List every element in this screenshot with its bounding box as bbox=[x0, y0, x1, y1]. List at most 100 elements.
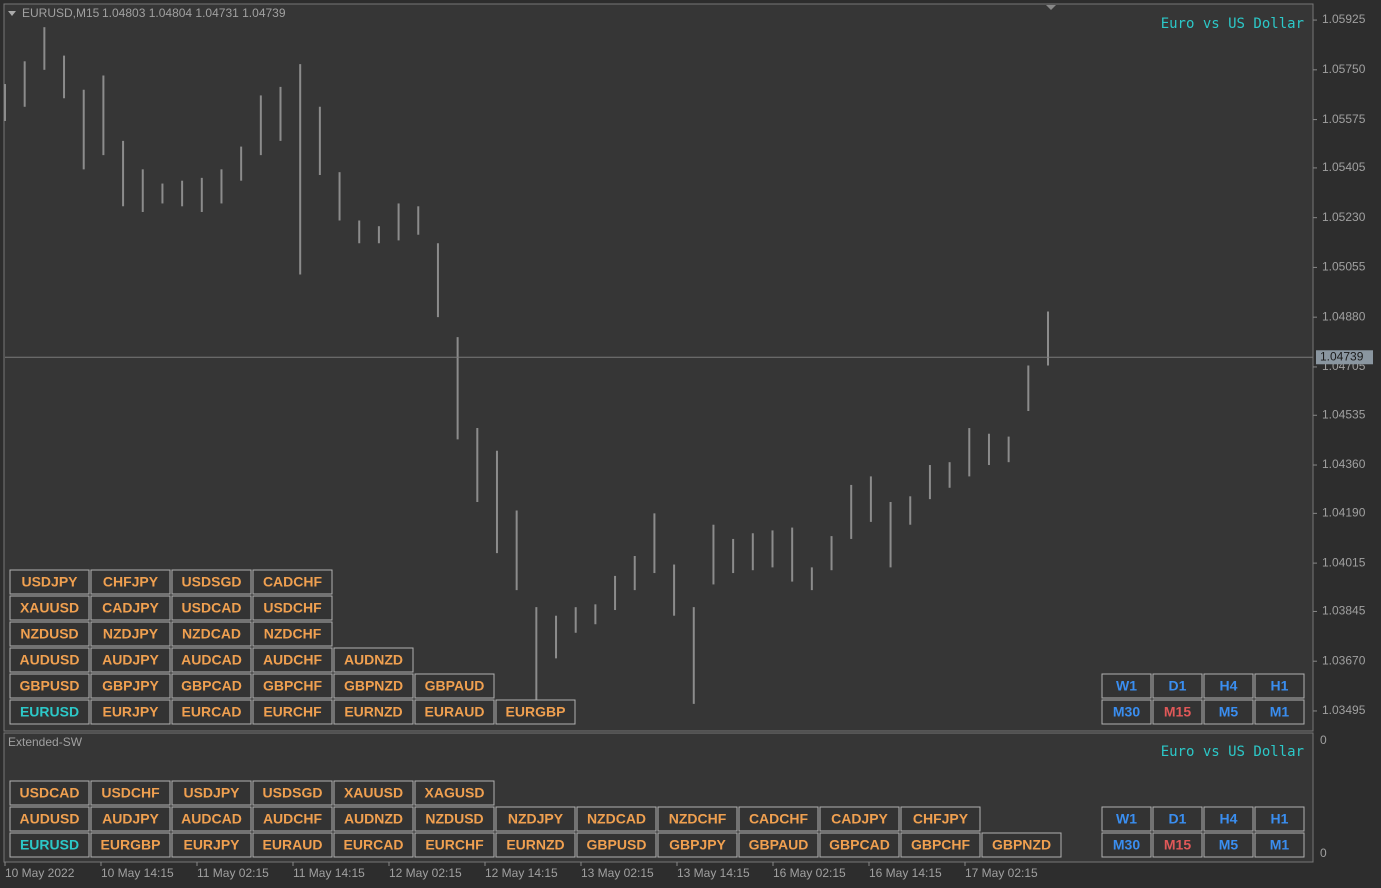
symbol-button-label[interactable]: EURGBP bbox=[506, 704, 566, 720]
timeframe-button[interactable] bbox=[1203, 806, 1254, 832]
symbol-button-label[interactable]: CADJPY bbox=[831, 811, 888, 827]
symbol-button[interactable] bbox=[171, 699, 252, 725]
symbol-button-label[interactable]: GBPAUD bbox=[749, 837, 809, 853]
symbol-button-label[interactable]: EURCHF bbox=[425, 837, 484, 853]
symbol-button-label[interactable]: USDSGD bbox=[182, 574, 242, 590]
timeframe-button-label[interactable]: W1 bbox=[1116, 678, 1137, 694]
timeframe-button[interactable] bbox=[1203, 832, 1254, 858]
timeframe-button[interactable] bbox=[1152, 673, 1203, 699]
menu-arrow[interactable] bbox=[8, 11, 16, 16]
symbol-button[interactable] bbox=[333, 780, 414, 806]
symbol-button[interactable] bbox=[252, 780, 333, 806]
symbol-button[interactable] bbox=[90, 621, 171, 647]
symbol-button-label[interactable]: NZDCAD bbox=[182, 626, 241, 642]
symbol-button[interactable] bbox=[171, 595, 252, 621]
symbol-button-label[interactable]: CHFJPY bbox=[913, 811, 969, 827]
symbol-button-label[interactable]: GBPCAD bbox=[181, 678, 242, 694]
timeframe-button[interactable] bbox=[1101, 673, 1152, 699]
symbol-button-label[interactable]: CADJPY bbox=[102, 600, 159, 616]
symbol-button-label[interactable]: NZDCHF bbox=[669, 811, 727, 827]
timeframe-button[interactable] bbox=[1152, 699, 1203, 725]
symbol-button-label[interactable]: XAUUSD bbox=[20, 600, 79, 616]
timeframe-button[interactable] bbox=[1254, 806, 1305, 832]
symbol-button-label[interactable]: GBPNZD bbox=[344, 678, 403, 694]
symbol-button[interactable] bbox=[495, 832, 576, 858]
symbol-button-label[interactable]: GBPAUD bbox=[425, 678, 485, 694]
symbol-button[interactable] bbox=[9, 647, 90, 673]
symbol-button[interactable] bbox=[252, 647, 333, 673]
symbol-button-label[interactable]: NZDJPY bbox=[103, 626, 159, 642]
symbol-button-label[interactable]: AUDCAD bbox=[181, 811, 242, 827]
symbol-button[interactable] bbox=[738, 832, 819, 858]
symbol-button[interactable] bbox=[9, 699, 90, 725]
symbol-button-label[interactable]: XAUUSD bbox=[344, 785, 403, 801]
symbol-button[interactable] bbox=[900, 806, 981, 832]
symbol-button[interactable] bbox=[252, 806, 333, 832]
symbol-button[interactable] bbox=[90, 595, 171, 621]
symbol-button[interactable] bbox=[9, 621, 90, 647]
symbol-button[interactable] bbox=[333, 673, 414, 699]
symbol-button[interactable] bbox=[9, 806, 90, 832]
symbol-button-label[interactable]: USDCHF bbox=[101, 785, 160, 801]
symbol-button[interactable] bbox=[90, 806, 171, 832]
symbol-button[interactable] bbox=[657, 806, 738, 832]
symbol-button[interactable] bbox=[900, 832, 981, 858]
symbol-button-label[interactable]: AUDCHF bbox=[263, 811, 323, 827]
symbol-button-label[interactable]: EURJPY bbox=[183, 837, 240, 853]
timeframe-button-label[interactable]: W1 bbox=[1116, 811, 1137, 827]
symbol-button[interactable] bbox=[9, 595, 90, 621]
timeframe-button[interactable] bbox=[1203, 673, 1254, 699]
symbol-button-label[interactable]: EURCHF bbox=[263, 704, 322, 720]
symbol-button[interactable] bbox=[738, 806, 819, 832]
symbol-button[interactable] bbox=[9, 569, 90, 595]
symbol-button-label[interactable]: AUDJPY bbox=[102, 652, 159, 668]
symbol-button-label[interactable]: USDSGD bbox=[263, 785, 323, 801]
symbol-button-label[interactable]: EURJPY bbox=[102, 704, 159, 720]
symbol-button-label[interactable]: NZDCAD bbox=[587, 811, 646, 827]
symbol-button[interactable] bbox=[252, 832, 333, 858]
symbol-button-label[interactable]: GBPNZD bbox=[992, 837, 1051, 853]
symbol-button[interactable] bbox=[90, 647, 171, 673]
timeframe-button[interactable] bbox=[1101, 806, 1152, 832]
symbol-button[interactable] bbox=[495, 699, 576, 725]
timeframe-button[interactable] bbox=[1203, 699, 1254, 725]
symbol-button-label[interactable]: NZDUSD bbox=[425, 811, 483, 827]
symbol-button[interactable] bbox=[252, 673, 333, 699]
timeframe-button-label[interactable]: D1 bbox=[1169, 811, 1187, 827]
timeframe-button-label[interactable]: M15 bbox=[1164, 704, 1191, 720]
symbol-button[interactable] bbox=[414, 806, 495, 832]
symbol-button-label[interactable]: NZDUSD bbox=[20, 626, 78, 642]
symbol-button-label[interactable]: XAGUSD bbox=[425, 785, 485, 801]
symbol-button[interactable] bbox=[171, 621, 252, 647]
symbol-button[interactable] bbox=[252, 595, 333, 621]
symbol-button[interactable] bbox=[171, 673, 252, 699]
timeframe-button[interactable] bbox=[1254, 832, 1305, 858]
symbol-button[interactable] bbox=[90, 832, 171, 858]
symbol-button[interactable] bbox=[252, 699, 333, 725]
symbol-button[interactable] bbox=[414, 832, 495, 858]
symbol-button-label[interactable]: EURUSD bbox=[20, 837, 79, 853]
symbol-button[interactable] bbox=[819, 806, 900, 832]
symbol-button[interactable] bbox=[414, 699, 495, 725]
symbol-button[interactable] bbox=[252, 621, 333, 647]
symbol-button-label[interactable]: GBPCHF bbox=[911, 837, 971, 853]
symbol-button[interactable] bbox=[576, 806, 657, 832]
timeframe-button-label[interactable]: H4 bbox=[1220, 811, 1238, 827]
symbol-button[interactable] bbox=[9, 832, 90, 858]
symbol-button[interactable] bbox=[414, 780, 495, 806]
timeframe-button-label[interactable]: M5 bbox=[1219, 837, 1239, 853]
symbol-button-label[interactable]: AUDUSD bbox=[20, 652, 80, 668]
timeframe-button-label[interactable]: M30 bbox=[1113, 704, 1140, 720]
timeframe-button[interactable] bbox=[1101, 832, 1152, 858]
symbol-button-label[interactable]: AUDCHF bbox=[263, 652, 323, 668]
symbol-button[interactable] bbox=[333, 832, 414, 858]
timeframe-button-label[interactable]: D1 bbox=[1169, 678, 1187, 694]
symbol-button-label[interactable]: GBPJPY bbox=[102, 678, 159, 694]
symbol-button-label[interactable]: USDJPY bbox=[21, 574, 78, 590]
symbol-button[interactable] bbox=[414, 673, 495, 699]
symbol-button-label[interactable]: CADCHF bbox=[263, 574, 323, 590]
symbol-button-label[interactable]: GBPCHF bbox=[263, 678, 323, 694]
timeframe-button-label[interactable]: M1 bbox=[1270, 837, 1290, 853]
symbol-button[interactable] bbox=[333, 806, 414, 832]
symbol-button[interactable] bbox=[90, 780, 171, 806]
